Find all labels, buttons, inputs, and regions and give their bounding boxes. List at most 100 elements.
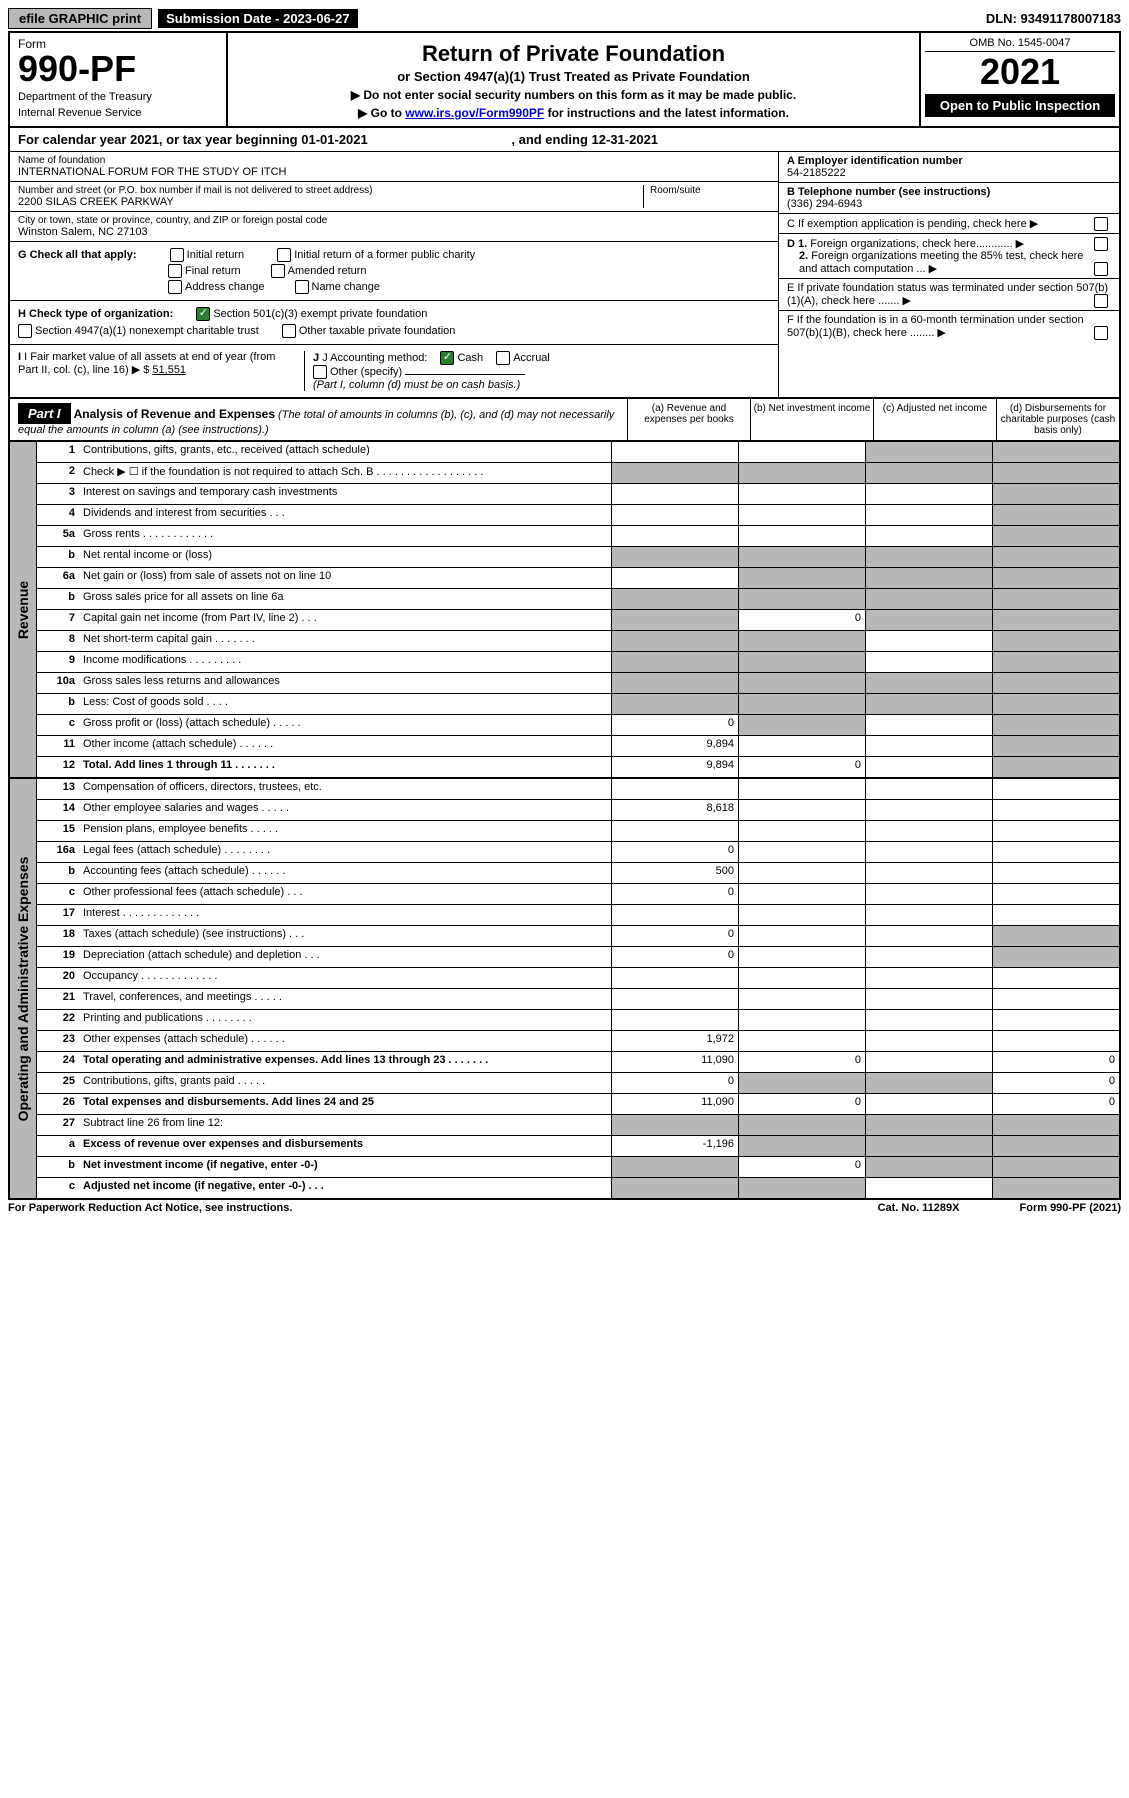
value-cell-c xyxy=(865,1157,992,1177)
form-footer-label: Form 990-PF (2021) xyxy=(1020,1202,1122,1214)
table-row: bNet investment income (if negative, ent… xyxy=(37,1157,1119,1178)
ssn-note: ▶ Do not enter social security numbers o… xyxy=(238,88,909,102)
checkbox-accrual[interactable] xyxy=(496,351,510,365)
value-cell-c xyxy=(865,652,992,672)
value-cell-b: 0 xyxy=(738,1094,865,1114)
value-cell-c xyxy=(865,631,992,651)
value-cell-d xyxy=(992,442,1119,462)
value-cell-b: 0 xyxy=(738,1157,865,1177)
table-row: 10aGross sales less returns and allowanc… xyxy=(37,673,1119,694)
value-cell-b xyxy=(738,589,865,609)
col-c-header: (c) Adjusted net income xyxy=(873,399,996,440)
checkbox-d1[interactable] xyxy=(1094,237,1108,251)
value-cell-d xyxy=(992,884,1119,904)
section-e: E If private foundation status was termi… xyxy=(779,279,1119,311)
checkbox-c[interactable] xyxy=(1094,217,1108,231)
line-text: Legal fees (attach schedule) . . . . . .… xyxy=(79,842,611,862)
form-subtitle: or Section 4947(a)(1) Trust Treated as P… xyxy=(238,69,909,84)
value-cell-d xyxy=(992,505,1119,525)
value-cell-c xyxy=(865,463,992,483)
table-row: aExcess of revenue over expenses and dis… xyxy=(37,1136,1119,1157)
value-cell-b xyxy=(738,547,865,567)
expenses-side-label: Operating and Administrative Expenses xyxy=(10,779,37,1198)
checkbox-other-method[interactable] xyxy=(313,365,327,379)
info-section: For calendar year 2021, or tax year begi… xyxy=(8,128,1121,399)
value-cell-a xyxy=(611,589,738,609)
checkbox-amended-return[interactable] xyxy=(271,264,285,278)
irs-link[interactable]: www.irs.gov/Form990PF xyxy=(405,106,544,120)
checkbox-cash[interactable] xyxy=(440,351,454,365)
value-cell-c xyxy=(865,842,992,862)
section-c: C If exemption application is pending, c… xyxy=(779,214,1119,234)
value-cell-b xyxy=(738,842,865,862)
page-footer: For Paperwork Reduction Act Notice, see … xyxy=(8,1202,1121,1214)
value-cell-d xyxy=(992,821,1119,841)
line-number: 24 xyxy=(37,1052,79,1072)
header-right: OMB No. 1545-0047 2021 Open to Public In… xyxy=(919,33,1119,126)
line-number: 5a xyxy=(37,526,79,546)
efile-print-button[interactable]: efile GRAPHIC print xyxy=(8,8,152,29)
line-text: Depreciation (attach schedule) and deple… xyxy=(79,947,611,967)
checkbox-other-taxable[interactable] xyxy=(282,324,296,338)
value-cell-d: 0 xyxy=(992,1073,1119,1093)
value-cell-c xyxy=(865,926,992,946)
value-cell-a xyxy=(611,821,738,841)
value-cell-c xyxy=(865,884,992,904)
line-text: Capital gain net income (from Part IV, l… xyxy=(79,610,611,630)
line-text: Other employee salaries and wages . . . … xyxy=(79,800,611,820)
value-cell-b xyxy=(738,673,865,693)
checkbox-initial-return[interactable] xyxy=(170,248,184,262)
line-text: Interest . . . . . . . . . . . . . xyxy=(79,905,611,925)
line-text: Excess of revenue over expenses and disb… xyxy=(79,1136,611,1156)
checkbox-name-change[interactable] xyxy=(295,280,309,294)
checkbox-d2[interactable] xyxy=(1094,262,1108,276)
checkbox-4947[interactable] xyxy=(18,324,32,338)
value-cell-b xyxy=(738,505,865,525)
col-a-header: (a) Revenue and expenses per books xyxy=(627,399,750,440)
checkbox-f[interactable] xyxy=(1094,326,1108,340)
table-row: 6aNet gain or (loss) from sale of assets… xyxy=(37,568,1119,589)
table-row: 25Contributions, gifts, grants paid . . … xyxy=(37,1073,1119,1094)
value-cell-d xyxy=(992,947,1119,967)
value-cell-c xyxy=(865,968,992,988)
value-cell-b xyxy=(738,736,865,756)
table-row: 24Total operating and administrative exp… xyxy=(37,1052,1119,1073)
value-cell-b xyxy=(738,652,865,672)
value-cell-d xyxy=(992,905,1119,925)
value-cell-c xyxy=(865,757,992,777)
calendar-year-row: For calendar year 2021, or tax year begi… xyxy=(10,128,1119,152)
value-cell-a xyxy=(611,652,738,672)
line-number: 14 xyxy=(37,800,79,820)
checkbox-final-return[interactable] xyxy=(168,264,182,278)
line-text: Taxes (attach schedule) (see instruction… xyxy=(79,926,611,946)
value-cell-a xyxy=(611,1157,738,1177)
line-number: b xyxy=(37,1157,79,1177)
line-text: Check ▶ ☐ if the foundation is not requi… xyxy=(79,463,611,483)
value-cell-c xyxy=(865,1031,992,1051)
value-cell-b xyxy=(738,779,865,799)
line-number: c xyxy=(37,1178,79,1198)
dln-label: DLN: 93491178007183 xyxy=(986,11,1121,26)
checkbox-e[interactable] xyxy=(1094,294,1108,308)
value-cell-d xyxy=(992,800,1119,820)
line-number: 1 xyxy=(37,442,79,462)
line-number: 4 xyxy=(37,505,79,525)
value-cell-d xyxy=(992,1178,1119,1198)
checkbox-address-change[interactable] xyxy=(168,280,182,294)
checkbox-initial-former[interactable] xyxy=(277,248,291,262)
revenue-table: Revenue 1Contributions, gifts, grants, e… xyxy=(8,442,1121,779)
table-row: 19Depreciation (attach schedule) and dep… xyxy=(37,947,1119,968)
line-number: 7 xyxy=(37,610,79,630)
line-number: 16a xyxy=(37,842,79,862)
line-text: Interest on savings and temporary cash i… xyxy=(79,484,611,504)
line-number: 10a xyxy=(37,673,79,693)
value-cell-c xyxy=(865,1094,992,1114)
value-cell-b xyxy=(738,821,865,841)
value-cell-a xyxy=(611,1178,738,1198)
value-cell-d xyxy=(992,736,1119,756)
section-g: G Check all that apply: Initial return I… xyxy=(10,242,778,301)
line-text: Other income (attach schedule) . . . . .… xyxy=(79,736,611,756)
value-cell-b xyxy=(738,1115,865,1135)
line-number: b xyxy=(37,547,79,567)
checkbox-501c3[interactable] xyxy=(196,307,210,321)
